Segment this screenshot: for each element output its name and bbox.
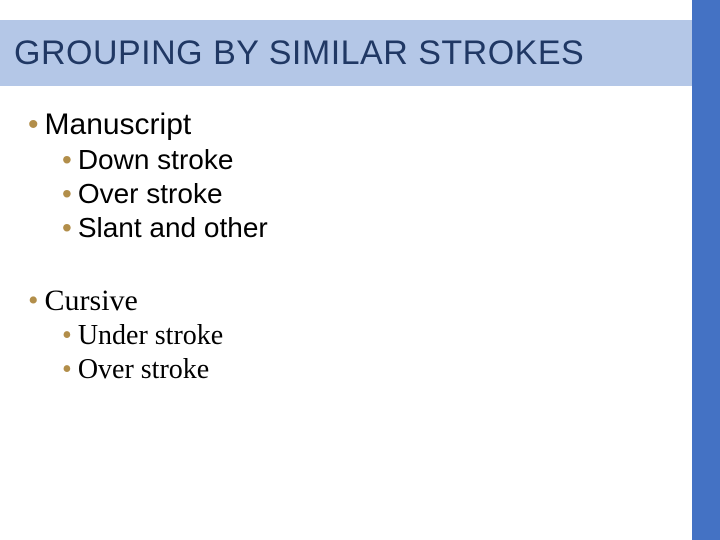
group-heading: Cursive (45, 284, 138, 318)
list-item: • Under stroke (62, 320, 668, 352)
bullet-icon: • (62, 146, 72, 174)
bullet-icon: • (62, 322, 72, 350)
list-item: • Over stroke (62, 354, 668, 386)
list-item-label: Under stroke (78, 320, 223, 352)
title-band: GROUPING BY SIMILAR STROKES (0, 20, 692, 86)
bullet-icon: • (28, 110, 39, 140)
list-item: • Cursive (28, 284, 668, 318)
list-item-label: Down stroke (78, 144, 234, 176)
accent-sidebar (692, 0, 720, 540)
group-heading: Manuscript (45, 108, 192, 142)
bullet-icon: • (62, 180, 72, 208)
group-manuscript: • Manuscript • Down stroke • Over stroke… (28, 108, 668, 244)
list-item: • Slant and other (62, 212, 668, 244)
bullet-icon: • (62, 356, 72, 384)
bullet-icon: • (62, 214, 72, 242)
slide-title: GROUPING BY SIMILAR STROKES (14, 34, 584, 73)
group-cursive: • Cursive • Under stroke • Over stroke (28, 284, 668, 386)
list-item: • Down stroke (62, 144, 668, 176)
list-item: • Manuscript (28, 108, 668, 142)
list-item: • Over stroke (62, 178, 668, 210)
bullet-icon: • (28, 286, 39, 316)
list-item-label: Over stroke (78, 354, 209, 386)
list-item-label: Slant and other (78, 212, 268, 244)
list-item-label: Over stroke (78, 178, 223, 210)
content-area: • Manuscript • Down stroke • Over stroke… (28, 108, 668, 426)
